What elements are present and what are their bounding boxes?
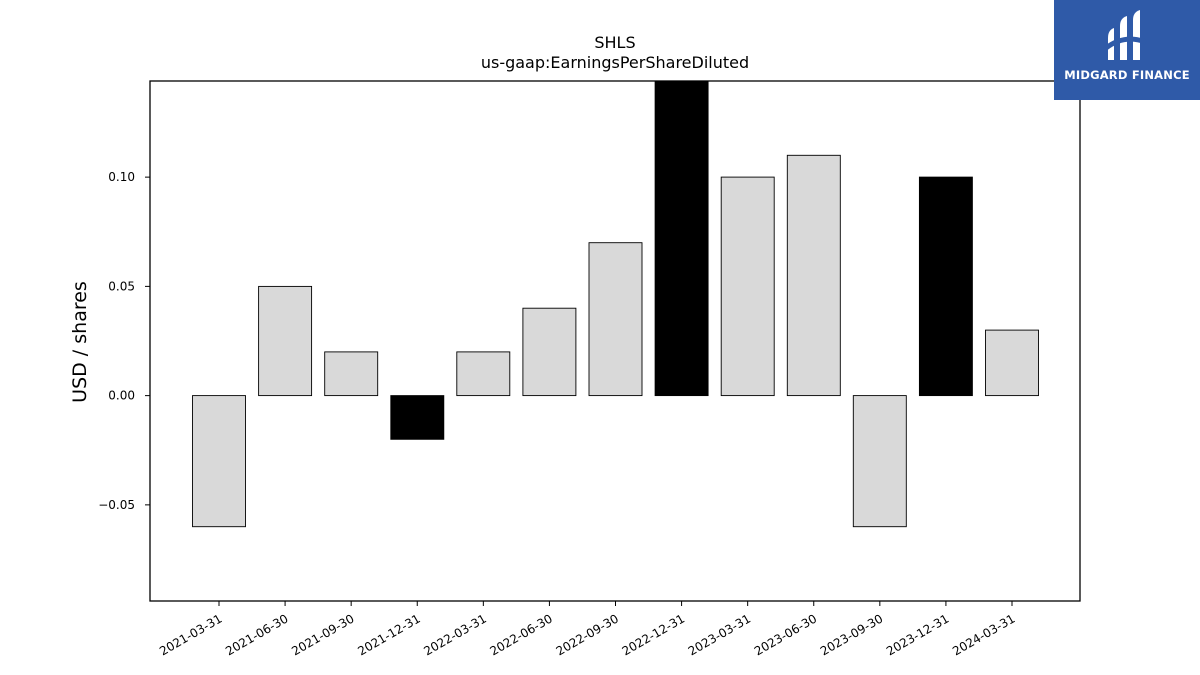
x-tick-label: 2022-06-30	[488, 611, 555, 658]
x-tick-label: 2023-12-31	[884, 611, 951, 658]
brand-logo: MIDGARD FINANCE	[1054, 0, 1200, 100]
x-tick-label: 2023-09-30	[818, 611, 885, 658]
chart-subtitle: us-gaap:EarningsPerShareDiluted	[481, 53, 749, 72]
x-tick-label: 2023-03-31	[686, 611, 753, 658]
midgard-logo-icon	[1104, 10, 1147, 60]
y-axis-ticks: −0.05 0.00 0.05 0.10	[98, 170, 150, 512]
bar-2021-09-30	[324, 351, 379, 397]
bar-2023-06-30	[786, 154, 841, 397]
bar-2024-03-31	[985, 329, 1039, 397]
bar-2021-03-31	[192, 395, 246, 528]
y-axis-label: USD / shares	[69, 281, 91, 403]
y-tick-label: 0.10	[108, 170, 135, 184]
x-tick-label: 2021-12-31	[355, 611, 422, 658]
plot-frame	[149, 80, 1081, 602]
x-axis-ticks: 2021-03-312021-06-302021-09-302021-12-31…	[157, 601, 1018, 658]
y-tick-label: −0.05	[98, 498, 135, 512]
x-tick-label: 2022-09-30	[554, 611, 621, 658]
bar-2023-12-31	[918, 176, 973, 397]
bar-2023-09-30	[852, 395, 907, 528]
bar-2022-03-31	[456, 351, 511, 397]
logo-text: MIDGARD FINANCE	[1064, 68, 1190, 82]
x-tick-label: 2021-09-30	[289, 611, 356, 658]
x-tick-label: 2022-12-31	[620, 611, 687, 658]
y-tick-label: 0.05	[108, 279, 135, 293]
bar-2021-12-31	[390, 395, 445, 440]
y-tick-label: 0.00	[108, 389, 135, 403]
bar-2022-12-31	[654, 80, 709, 397]
x-tick-label: 2024-03-31	[950, 611, 1017, 658]
bar-2023-03-31	[720, 176, 775, 397]
x-tick-label: 2022-03-31	[421, 611, 488, 658]
bars-group	[192, 80, 1039, 528]
x-tick-label: 2021-06-30	[223, 611, 290, 658]
bar-2022-09-30	[588, 242, 643, 397]
bar-2022-06-30	[522, 307, 577, 397]
x-tick-label: 2023-06-30	[752, 611, 819, 658]
bar-2021-06-30	[258, 285, 313, 397]
x-tick-label: 2021-03-31	[157, 611, 224, 658]
chart-title: SHLS	[594, 33, 635, 52]
